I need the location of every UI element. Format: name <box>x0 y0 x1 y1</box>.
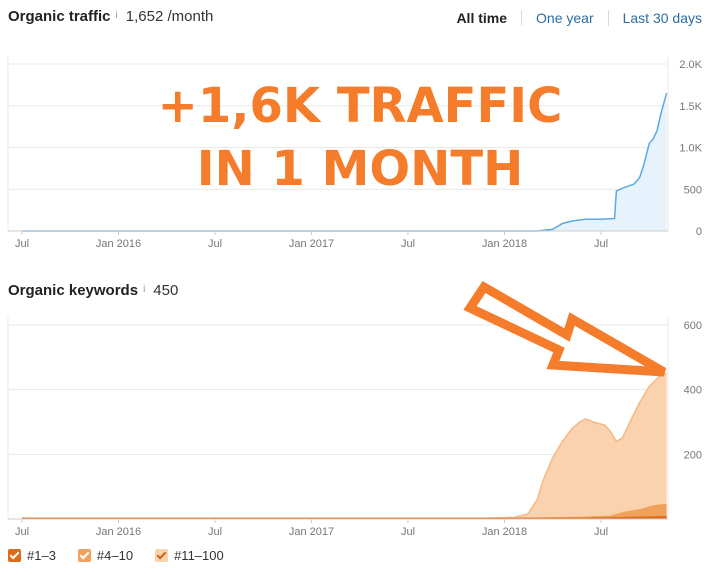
traffic-y-tick-label: 1.0K <box>679 143 702 155</box>
legend-item-4-10[interactable]: #4–10 <box>77 548 134 563</box>
traffic-title: Organic traffic <box>8 8 111 25</box>
keywords-title: Organic keywords <box>8 282 139 299</box>
traffic-y-tick-label: 0 <box>696 226 702 238</box>
keywords-x-tick-label: Jul <box>208 526 222 538</box>
keywords-y-tick-label: 200 <box>684 449 702 461</box>
keywords-x-tick-label: Jan 2017 <box>289 526 334 538</box>
traffic-chart[interactable]: 2.0K 1.5K 1.0K 500 0 Jul Jan 2016 Jul Jan 2017 Ju… <box>7 56 703 250</box>
keywords-y-tick-label: 400 <box>684 385 702 397</box>
checkbox-checked-icon[interactable] <box>77 549 91 562</box>
checkbox-checked-icon[interactable] <box>155 549 169 562</box>
traffic-x-tick-label: Jul <box>594 238 608 250</box>
keywords-y-tick-label: 600 <box>684 320 702 332</box>
keywords-x-tick-label: Jul <box>594 526 608 538</box>
keywords-chart[interactable]: 600 400 200 Jul Jan 2016 Jul Jan 2017 Jul Jan 20… <box>7 317 702 538</box>
traffic-y-tick-label: 500 <box>684 184 702 196</box>
keywords-header: Organic keywords i 450 <box>8 282 178 299</box>
legend-label-11-100: #11–100 <box>174 548 224 563</box>
overlay-line-2: IN 1 MONTH <box>197 141 524 197</box>
range-all-time[interactable]: All time <box>456 10 508 26</box>
keywords-x-tick-label: Jan 2018 <box>482 526 527 538</box>
traffic-header: Organic traffic i 1,652 /month <box>8 8 213 25</box>
arrow-annotation <box>463 280 667 377</box>
traffic-y-tick-label: 1.5K <box>679 101 702 113</box>
traffic-x-tick-label: Jan 2016 <box>96 238 141 250</box>
traffic-x-tick-label: Jan 2017 <box>289 238 334 250</box>
range-one-year[interactable]: One year <box>536 10 594 26</box>
traffic-x-tick-label: Jul <box>401 238 415 250</box>
traffic-x-tick-label: Jul <box>15 238 29 250</box>
traffic-x-tick-label: Jul <box>208 238 222 250</box>
range-selector: All time One year Last 30 days <box>442 10 702 26</box>
traffic-y-tick-label: 2.0K <box>679 59 702 71</box>
keywords-value: 450 <box>153 282 179 299</box>
traffic-x-tick-label: Jan 2018 <box>482 238 527 250</box>
traffic-value: 1,652 /month <box>125 8 214 25</box>
traffic-info-icon[interactable]: i <box>115 10 118 21</box>
legend-item-top3[interactable]: #1–3 <box>8 548 56 563</box>
range-separator <box>607 10 609 26</box>
range-separator <box>521 10 523 26</box>
keywords-x-tick-label: Jan 2016 <box>96 526 141 538</box>
keywords-x-tick-label: Jul <box>15 526 29 538</box>
range-last-30-days[interactable]: Last 30 days <box>622 10 702 26</box>
keywords-legend: #1–3 #4–10 #11–100 <box>8 548 246 563</box>
keywords-x-tick-label: Jul <box>401 526 415 538</box>
legend-item-11-100[interactable]: #11–100 <box>155 548 224 563</box>
keywords-area-0 <box>22 373 667 519</box>
keywords-info-icon[interactable]: i <box>143 284 146 295</box>
legend-label-top3: #1–3 <box>27 548 56 563</box>
legend-label-4-10: #4–10 <box>96 548 134 563</box>
checkbox-checked-icon[interactable] <box>8 549 21 562</box>
overlay-line-1: +1,6K TRAFFIC <box>158 78 563 134</box>
